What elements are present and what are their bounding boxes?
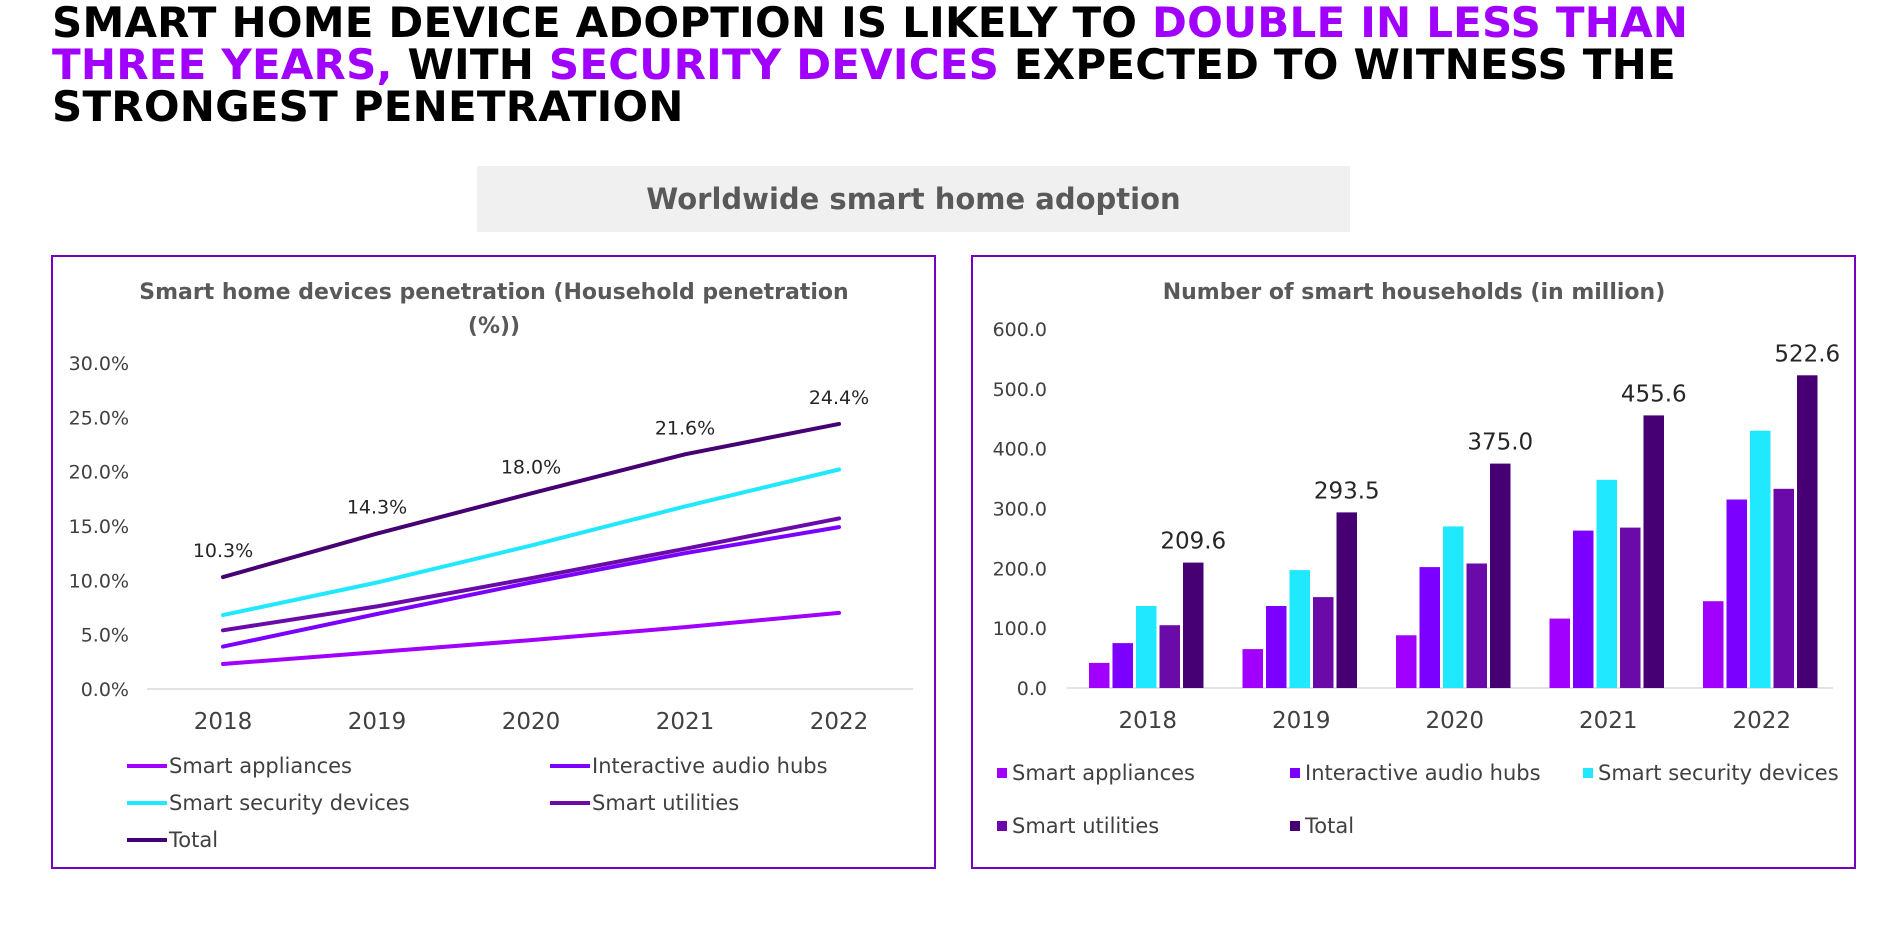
subtitle-text: Worldwide smart home adoption	[646, 182, 1181, 216]
total-data-label: 293.5	[1314, 478, 1380, 504]
x-tick-label: 2020	[502, 709, 561, 735]
penetration-line-chart: Smart home devices penetration (Househol…	[69, 280, 913, 852]
y-tick-label: 15.0%	[69, 516, 129, 538]
x-tick-label: 2021	[656, 709, 715, 735]
series-line-smart-appliances	[221, 610, 841, 666]
x-tick-label: 2020	[1425, 708, 1484, 734]
legend-label-smart-appliances: Smart appliances	[1012, 761, 1195, 785]
y-tick-label: 400.0	[993, 439, 1047, 461]
chart-title: (%))	[468, 314, 520, 339]
bar-total-2020	[1490, 463, 1511, 688]
headline-highlight-2: SECURITY DEVICES	[548, 40, 1000, 89]
bar-smart-utilities-2021	[1620, 527, 1641, 688]
bar-smart-security-devices-2021	[1596, 479, 1617, 688]
bar-smart-utilities-2022	[1773, 488, 1794, 688]
bar-interactive-audio-hubs-2018	[1112, 643, 1133, 688]
y-tick-label: 0.0	[1017, 678, 1047, 700]
series-line-smart-utilities	[221, 516, 841, 633]
y-tick-label: 100.0	[993, 618, 1047, 640]
bar-smart-security-devices-2022	[1750, 430, 1771, 688]
x-tick-label: 2021	[1579, 708, 1638, 734]
legend-label-interactive-audio-hubs: Interactive audio hubs	[592, 754, 828, 778]
total-data-label: 209.6	[1160, 529, 1226, 555]
y-tick-label: 20.0%	[69, 462, 129, 484]
series-line-total	[221, 421, 841, 580]
y-tick-label: 25.0%	[69, 407, 129, 429]
legend-swatch-interactive-audio-hubs	[1290, 768, 1300, 778]
bar-interactive-audio-hubs-2022	[1726, 499, 1747, 688]
bar-smart-security-devices-2019	[1289, 570, 1310, 688]
legend-label-total: Total	[168, 828, 218, 852]
series-line-smart-security-devices	[221, 467, 841, 618]
x-tick-label: 2019	[348, 709, 407, 735]
bar-total-2019	[1336, 512, 1357, 688]
subtitle-banner: Worldwide smart home adoption	[477, 166, 1350, 232]
households-chart-panel: Number of smart households (in million) 0…	[971, 255, 1856, 869]
legend-label-smart-utilities: Smart utilities	[592, 791, 739, 815]
total-data-label: 10.3%	[193, 540, 253, 562]
bar-interactive-audio-hubs-2020	[1419, 567, 1440, 688]
bar-smart-security-devices-2020	[1443, 526, 1464, 688]
legend-swatch-smart-utilities	[997, 821, 1007, 831]
series-line-interactive-audio-hubs	[221, 525, 841, 649]
y-tick-label: 300.0	[993, 499, 1047, 521]
legend-swatch-smart-security-devices	[1583, 768, 1593, 778]
total-data-label: 522.6	[1774, 341, 1840, 367]
legend-label-smart-appliances: Smart appliances	[169, 754, 352, 778]
x-tick-label: 2018	[1118, 708, 1177, 734]
legend-swatch-smart-appliances	[997, 768, 1007, 778]
y-tick-label: 200.0	[993, 558, 1047, 580]
total-data-label: 455.6	[1621, 381, 1687, 407]
total-data-label: 375.0	[1467, 430, 1533, 456]
bar-interactive-audio-hubs-2019	[1266, 606, 1287, 688]
bar-total-2021	[1643, 415, 1664, 688]
headline-part-3: EXPECTED TO WITNESS THE STRONGEST PENETR…	[52, 40, 1676, 131]
chart-title: Smart home devices penetration (Househol…	[139, 280, 848, 305]
bar-total-2022	[1797, 375, 1818, 688]
bar-interactive-audio-hubs-2021	[1573, 530, 1594, 688]
total-data-label: 21.6%	[655, 417, 715, 439]
bar-smart-security-devices-2018	[1136, 606, 1157, 688]
y-tick-label: 30.0%	[69, 353, 129, 375]
penetration-chart-panel: Smart home devices penetration (Househol…	[51, 255, 936, 869]
y-tick-label: 0.0%	[81, 679, 129, 701]
total-data-label: 14.3%	[347, 497, 407, 519]
y-tick-label: 5.0%	[81, 625, 129, 647]
legend-label-smart-security-devices: Smart security devices	[169, 791, 410, 815]
y-tick-label: 600.0	[993, 319, 1047, 341]
bar-smart-appliances-2019	[1242, 649, 1263, 688]
y-tick-label: 10.0%	[69, 570, 129, 592]
y-tick-label: 500.0	[993, 379, 1047, 401]
headline-highlight-1: DOUBLE IN LESS THAN THREE YEARS,	[52, 0, 1689, 89]
x-tick-label: 2022	[810, 709, 869, 735]
bar-smart-appliances-2018	[1089, 662, 1110, 688]
headline-part-1: SMART HOME DEVICE ADOPTION IS LIKELY TO	[52, 0, 1153, 47]
total-data-label: 18.0%	[501, 456, 561, 478]
total-data-label: 24.4%	[809, 387, 869, 409]
x-tick-label: 2019	[1272, 708, 1331, 734]
legend-label-smart-security-devices: Smart security devices	[1598, 761, 1839, 785]
x-tick-label: 2022	[1732, 708, 1791, 734]
headline-part-2: WITH	[392, 40, 549, 89]
bar-smart-utilities-2019	[1313, 597, 1334, 688]
bar-smart-appliances-2022	[1703, 601, 1724, 688]
bar-smart-appliances-2020	[1396, 635, 1417, 688]
households-bar-chart: Number of smart households (in million) 0…	[993, 280, 1841, 838]
headline: SMART HOME DEVICE ADOPTION IS LIKELY TO …	[52, 2, 1852, 128]
x-tick-label: 2018	[194, 709, 253, 735]
chart-title: Number of smart households (in million)	[1163, 280, 1666, 305]
legend-label-total: Total	[1304, 814, 1354, 838]
legend-swatch-total	[1290, 821, 1300, 831]
bar-total-2018	[1183, 562, 1204, 688]
bar-smart-appliances-2021	[1549, 618, 1570, 688]
legend-label-interactive-audio-hubs: Interactive audio hubs	[1305, 761, 1541, 785]
bar-smart-utilities-2020	[1466, 563, 1487, 688]
bar-smart-utilities-2018	[1159, 625, 1180, 688]
legend-label-smart-utilities: Smart utilities	[1012, 814, 1159, 838]
